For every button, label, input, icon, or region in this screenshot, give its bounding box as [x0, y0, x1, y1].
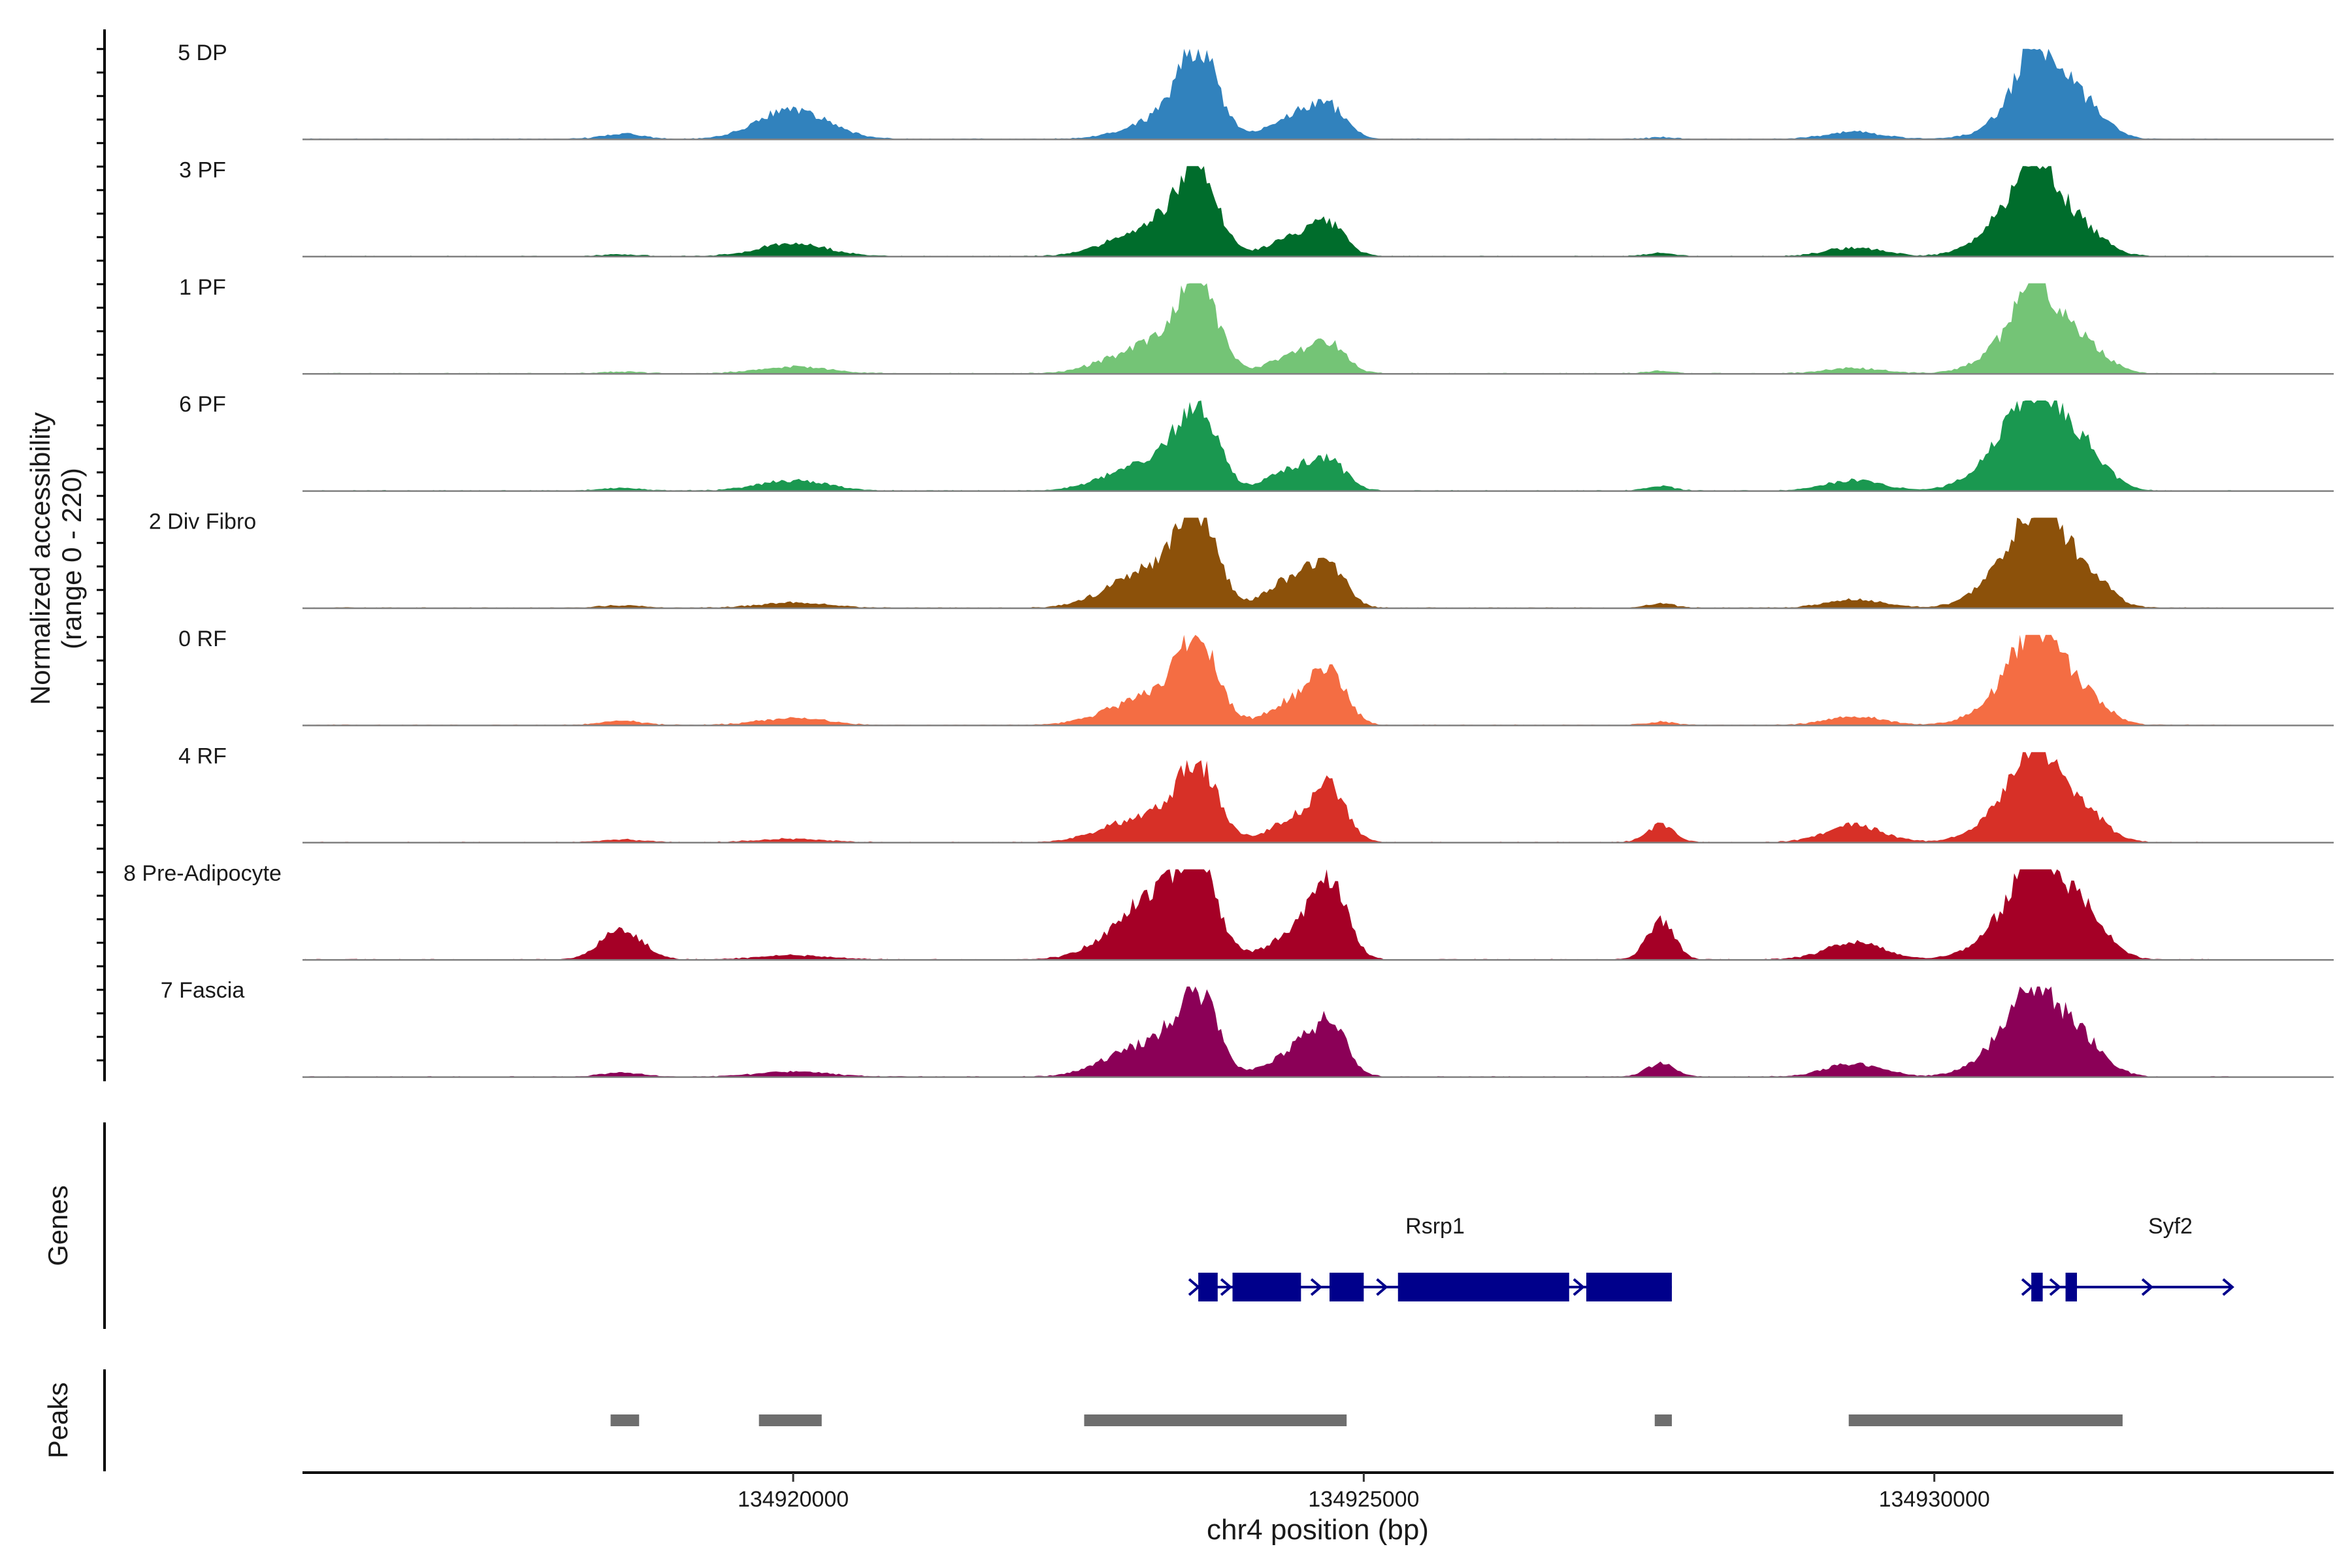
coverage-y-axis — [97, 29, 106, 1081]
gene-exon — [1198, 1273, 1218, 1301]
gene-exon — [1232, 1273, 1301, 1301]
track-5: 2 Div Fibro — [149, 510, 2334, 610]
coverage-area — [302, 634, 2231, 726]
y-axis-range: (range 0 - 220) — [56, 468, 87, 649]
x-tick-label: 134930000 — [1879, 1487, 1990, 1512]
coverage-area — [302, 400, 2231, 491]
track-label: 7 Fascia — [161, 978, 245, 1003]
strand-arrow — [1188, 1278, 1201, 1296]
track-label: 8 Pre-Adipocyte — [123, 861, 282, 886]
strand-arrow — [1573, 1278, 1585, 1296]
x-tick-label: 134920000 — [738, 1487, 849, 1512]
track-label: 6 PF — [179, 392, 226, 417]
gene-annotations: Rsrp1 Syf2 — [1188, 1214, 2234, 1301]
peak-region — [1654, 1414, 1672, 1426]
gene-exon — [1329, 1273, 1364, 1301]
track-6: 0 RF — [178, 627, 2334, 727]
track-3: 1 PF — [179, 275, 2334, 375]
track-8: 8 Pre-Adipocyte — [123, 861, 2334, 961]
coverage-area — [302, 517, 2231, 608]
track-4: 6 PF — [179, 392, 2334, 492]
x-axis-ticks: 134920000 134925000 134930000 — [738, 1473, 1990, 1512]
strand-arrow — [2141, 1278, 2154, 1296]
coverage-area — [302, 48, 2231, 140]
track-label: 0 RF — [178, 627, 227, 651]
strand-arrow — [1310, 1278, 1323, 1296]
gene-exon — [1397, 1273, 1569, 1301]
peaks-panel-label: Peaks — [42, 1382, 73, 1459]
y-axis-title: Normalized accessibility — [25, 412, 56, 705]
peak-region — [1084, 1414, 1347, 1426]
track-label: 2 Div Fibro — [149, 510, 256, 534]
peak-region — [759, 1414, 822, 1426]
strand-arrow — [1220, 1278, 1233, 1296]
coverage-area — [302, 987, 2231, 1077]
strand-arrow — [2021, 1278, 2034, 1296]
peak-regions — [610, 1414, 2123, 1426]
strand-arrow — [2049, 1278, 2062, 1296]
track-2: 3 PF — [179, 157, 2334, 258]
coverage-tracks: 5 DP 3 PF 1 PF 6 PF 2 Div Fibro 0 RF 4 RF 8 Pre… — [123, 41, 2334, 1078]
gene-label: Syf2 — [2148, 1214, 2193, 1239]
track-label: 1 PF — [179, 275, 226, 300]
track-1: 5 DP — [178, 41, 2334, 140]
track-label: 4 RF — [178, 743, 227, 768]
gene-label: Rsrp1 — [1405, 1214, 1465, 1239]
gene-syf2: Syf2 — [2021, 1214, 2234, 1301]
track-label: 5 DP — [178, 41, 227, 65]
strand-arrow — [1376, 1278, 1388, 1296]
gene-exon — [2065, 1273, 2078, 1301]
coverage-area — [302, 869, 2231, 960]
coverage-area — [302, 283, 2231, 374]
gene-exon — [1586, 1273, 1672, 1301]
strand-arrow — [2222, 1278, 2234, 1296]
gene-exon — [2031, 1273, 2043, 1301]
coverage-area — [302, 166, 2231, 257]
peak-region — [610, 1414, 640, 1426]
gene-rsrp1: Rsrp1 — [1188, 1214, 1672, 1301]
track-label: 3 PF — [179, 157, 226, 182]
coverage-area — [302, 752, 2231, 843]
track-9: 7 Fascia — [161, 978, 2334, 1078]
x-tick-label: 134925000 — [1308, 1487, 1419, 1512]
x-axis-title: chr4 position (bp) — [1207, 1514, 1429, 1546]
track-7: 4 RF — [178, 743, 2334, 844]
peak-region — [1848, 1414, 2123, 1426]
genes-panel-label: Genes — [42, 1185, 73, 1266]
